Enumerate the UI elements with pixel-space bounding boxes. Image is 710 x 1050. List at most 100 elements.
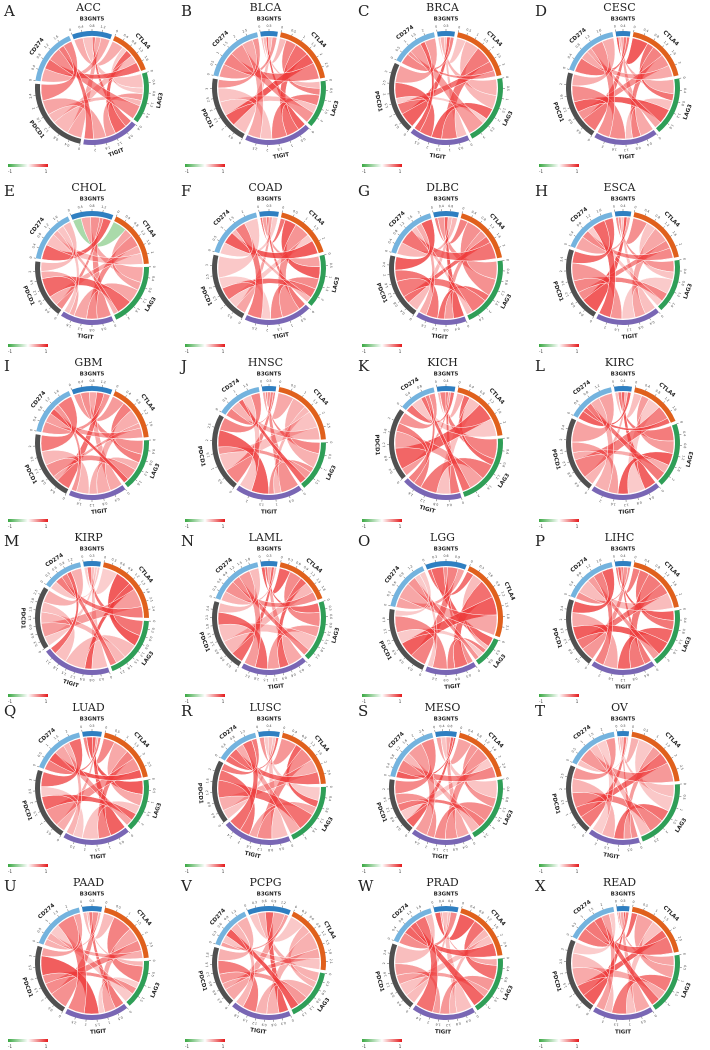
tick-mark [645,388,647,391]
sector-arc-tigit [241,657,306,676]
tick-label: 0.3 [212,930,218,936]
chord-svg: 0 0.4B3GNT500.40.81.21.62CTLA400.40.81.21… [539,547,693,704]
sector-arc-b3gnt5 [435,730,457,737]
tick-label: 1 [448,148,450,152]
tick-label: 0.3 [287,557,293,563]
tick-label: 1 [680,980,684,983]
tick-mark [74,1017,76,1020]
legend-colorbar [362,344,402,347]
tick-label: 1.5 [228,216,234,222]
sector-arc-ctla4 [104,907,149,959]
tick-mark [246,388,248,391]
tick-mark [393,468,396,470]
tick-label: 1 [275,502,278,506]
ribbon-tigit-cd274 [590,397,614,493]
legend-colorbar [8,519,48,522]
tick-label: 0 [403,132,407,136]
ribbon-lag3-cd274 [411,226,473,315]
tick-label: 2 [28,271,32,273]
tick-label: 1.2 [43,127,49,133]
tick-label: 0.4 [328,796,333,802]
tick-label: 0.8 [398,917,404,923]
panel-title: READ [602,876,637,889]
ribbons [394,736,498,840]
tick-label: 2 [599,499,602,503]
legend-min-label: -1 [185,349,189,354]
tick-label: 0 [29,256,33,259]
tick-label: 2 [208,286,212,289]
tick-label: 0.3 [33,641,39,647]
tick-mark [138,584,141,586]
tick-label: 0.3 [226,662,232,668]
tick-label: 0 [419,672,423,676]
tick-label: 2 [678,593,682,596]
tick-label: 1.2 [500,591,506,597]
tick-label: 1.6 [30,456,35,462]
tick-mark [67,909,69,912]
tick-label: 0.5 [620,899,625,903]
tick-label: 0.6 [398,658,404,664]
tick-mark [231,312,234,315]
ribbon-lag3-cd274 [238,398,307,484]
tick-label: 0.8 [89,24,94,28]
tick-label: 1.5 [28,606,33,612]
tick-label: 1.2 [564,291,570,297]
tick-label: 2 [321,411,325,415]
tick-label: 2 [667,1003,671,1007]
tick-mark [676,807,679,809]
ribbon-pdcd1-cd274 [571,217,615,264]
tick-mark [463,842,465,845]
panel-letter: K [358,357,370,375]
tick-mark [49,401,52,404]
sector-arc-tigit [245,124,310,146]
panel-letter: M [4,532,20,550]
legend-max-label: 1 [45,699,48,704]
tick-mark [116,214,118,217]
tick-mark [599,33,602,36]
tick-label: 1.5 [504,602,509,608]
tick-label: 0 [405,1009,409,1013]
tick-mark [292,734,294,737]
sector-arc-lag3 [469,78,503,139]
tick-label: 2 [319,52,323,56]
tick-label: 0 [329,786,333,788]
tick-label: 0 [634,205,637,209]
chord-svg: 00.4 0.8 1.2B3GNT500.40.81.21.62CTLA400.40… [8,197,158,354]
tick-mark [54,487,57,489]
tick-label: 0 [615,899,617,903]
sector-arc-cd274 [39,732,81,769]
tick-label: 0.4 [683,618,687,623]
tick-mark [38,987,41,990]
tick-mark [672,991,675,993]
tick-label: 0.4 [683,269,687,274]
tick-mark [471,838,473,841]
ribbon-ctla4-cd274 [223,53,320,82]
sector-label-ctla4: CTLA4 [663,731,681,749]
tick-label: 0 [214,753,218,757]
tick-label: 1.6 [145,112,151,118]
tick-label: 0.3 [495,649,501,655]
legend-min-label: -1 [539,524,543,529]
tick-mark [41,57,44,59]
tick-label: 1.2 [116,141,122,147]
sector-arc-b3gnt5 [616,906,630,912]
ribbon-pdcd1-cd274 [571,392,615,443]
tick-label: 0.5 [575,1003,581,1009]
legend-min-label: -1 [8,169,12,174]
tick-label: 0.3 [217,997,223,1003]
tick-label: 1.5 [588,732,594,738]
ribbons [40,391,144,495]
legend-min-label: -1 [185,869,189,874]
tick-mark [322,808,325,810]
tick-mark [499,423,502,425]
tick-mark [392,242,395,244]
tick-label: 2 [241,210,245,214]
chord-panel-pcpg: 0 0.3 0.6 0.9 1.2 B3GNT5 0 0.3 0.6 0.9 1.2 1.5 1.8 2.… [177,875,354,1050]
sector-arc-tigit [412,1005,475,1020]
ribbon-tigit-cd274 [230,922,255,1008]
tick-label: 0 [40,580,44,584]
tick-label: 1.2 [562,107,568,113]
tick-mark [212,633,215,635]
tick-mark [583,918,586,921]
ribbon-b3gnt5-cd274 [395,737,457,780]
